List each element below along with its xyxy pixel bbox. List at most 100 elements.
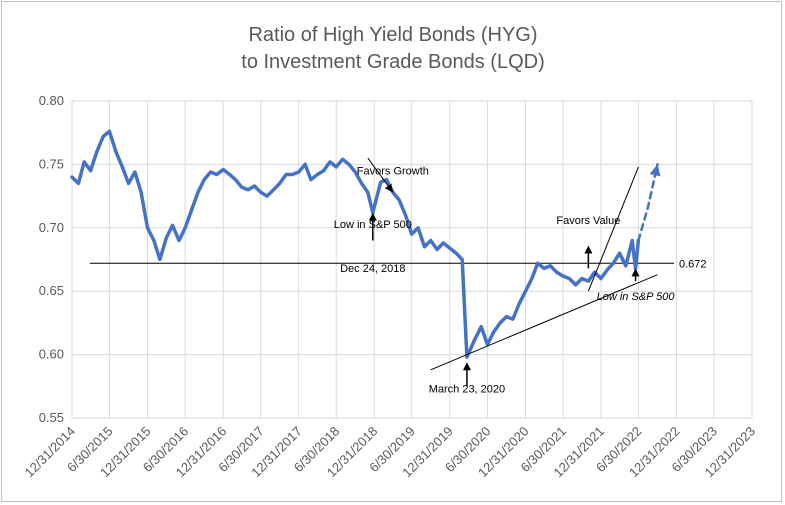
series-arrowhead [649,164,661,177]
trend-line-1 [430,274,658,371]
trend-lines [367,157,658,371]
data-point [177,239,181,242]
annotation-arrows [368,212,640,387]
annotation-label: Low in S&P 500 [334,219,412,231]
data-point [297,170,300,174]
data-point [536,262,539,265]
data-point [631,239,634,242]
data-point [234,178,237,181]
data-point [334,165,338,169]
data-point [448,246,451,250]
reference-lines: 0.672 [90,258,707,270]
data-point [410,232,413,236]
data-point [228,173,231,176]
data-point [133,170,137,174]
y-tick-label: 0.75 [39,156,64,171]
trend-arrowhead [384,183,393,193]
data-point [606,268,609,271]
data-point [397,198,401,202]
annotation-arrowhead [462,362,471,371]
data-point [423,245,426,249]
x-axis-ticks: 12/31/20146/30/201512/31/20156/30/201612… [21,424,758,481]
data-point [465,355,469,359]
series-line-0 [70,129,641,359]
data-point [580,277,584,280]
annotation-label: Favors Value [556,215,620,227]
data-point [102,135,105,138]
data-point [574,283,577,287]
data-point [240,186,244,189]
data-point [127,182,130,185]
data-point [114,150,118,153]
data-point [303,163,307,166]
annotation-label: Dec 24, 2018 [340,263,405,275]
data-point [196,191,200,194]
data-point [309,178,313,181]
data-point [505,315,508,318]
annotation-label: Low in S&P 500 [597,291,676,303]
data-point [524,290,527,293]
data-point [568,277,571,280]
data-point [265,194,269,198]
data-point [259,191,262,194]
chart-subtitle: to Investment Grade Bonds (LQD) [241,51,544,73]
data-point [108,130,111,133]
data-point [354,170,357,174]
data-point [385,178,388,181]
data-point [291,173,294,176]
y-tick-label: 0.70 [39,220,64,235]
data-point [593,270,596,274]
data-point [183,226,187,229]
data-point [511,317,515,321]
data-point [253,184,256,188]
data-point [379,180,382,184]
data-point [454,251,458,255]
data-point [322,169,325,172]
annotation-label: Favors Growth [357,166,429,178]
annotation-arrowhead [631,268,640,277]
data-point [146,226,149,229]
data-point [435,248,439,251]
y-tick-label: 0.55 [39,410,64,425]
data-point [561,274,565,278]
data-point [70,175,74,179]
data-point [479,325,483,328]
data-point [646,206,650,209]
data-point [316,173,319,176]
y-tick-label: 0.60 [39,347,64,362]
data-point [486,343,489,346]
annotation-label: March 23, 2020 [429,384,505,396]
data-point [152,239,156,242]
data-point [460,258,464,261]
data-point [222,168,225,171]
data-point [215,173,219,176]
data-point [624,264,628,268]
data-point [139,191,143,194]
data-point [517,302,521,306]
series-line-1 [637,163,659,242]
data-point [542,267,546,270]
data-point [272,188,275,191]
data-point [366,191,370,194]
annotation-arrowhead [368,212,377,221]
data-point [347,163,351,166]
data-point [77,182,80,185]
data-point [278,182,281,185]
data-point [328,160,332,164]
series-lines [70,129,661,359]
data-point [165,236,168,240]
data-point [530,277,534,280]
annotation-arrowhead [584,245,593,254]
data-point [83,160,86,164]
data-point [634,267,637,270]
data-point [499,321,502,325]
data-point [371,211,374,214]
data-point [360,182,363,185]
data-point [171,224,174,227]
data-point [190,208,193,212]
data-point [121,165,124,169]
data-point [284,173,288,176]
annotations: Favors Growth Low in S&P 500 Dec 24, 2018 F… [334,166,676,396]
